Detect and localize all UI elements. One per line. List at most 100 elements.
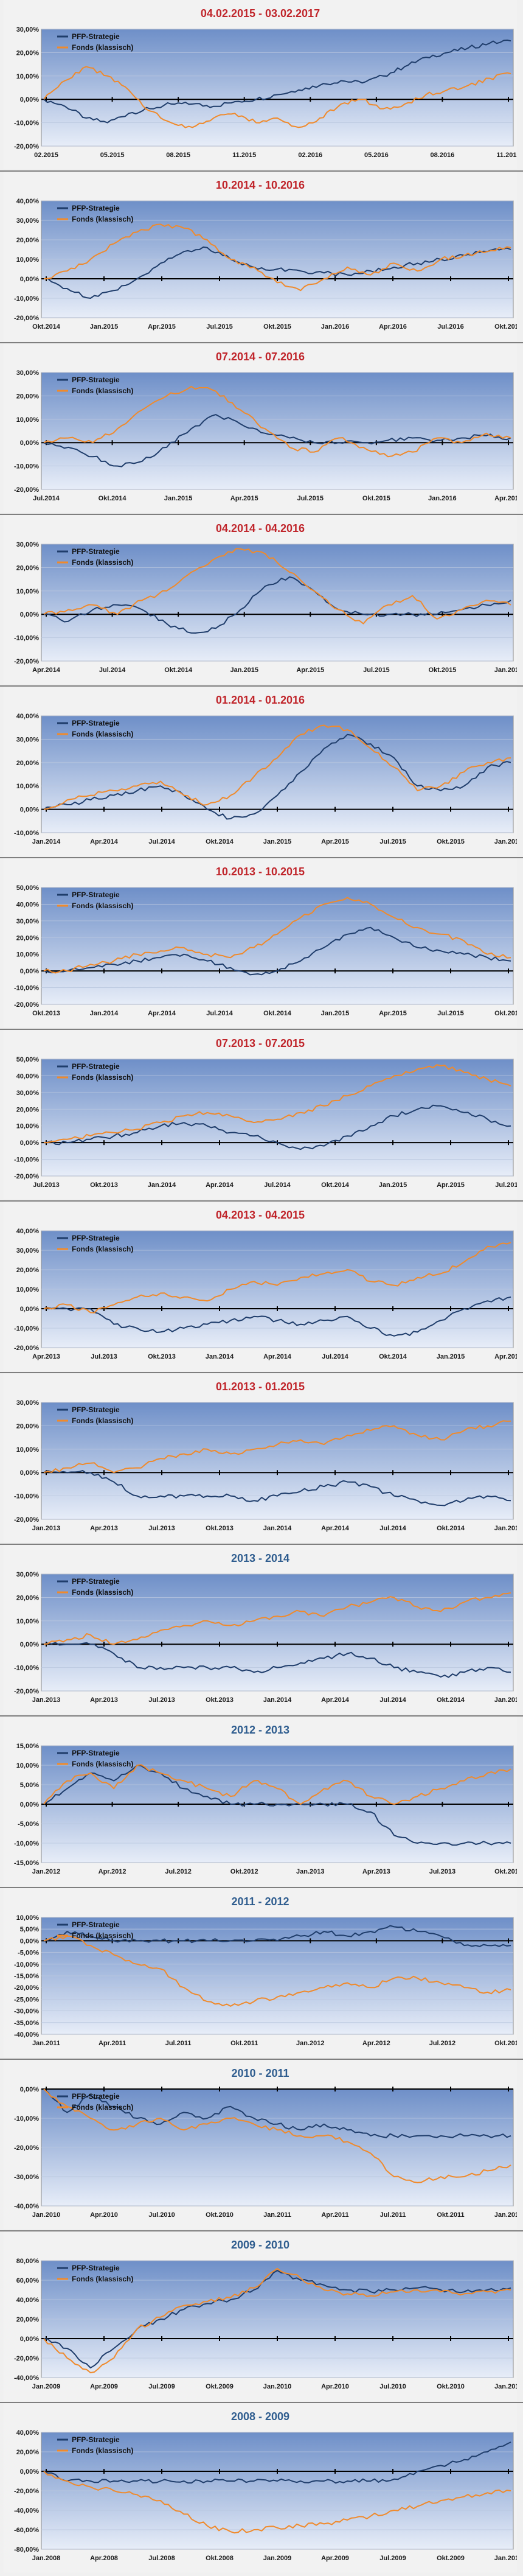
x-tick-label: Apr.2014 [321,1525,350,1532]
y-tick-label: -20,00% [14,1984,39,1992]
x-tick-label: Jul.2015 [206,323,232,331]
x-tick-label: Jan.2014 [148,1181,176,1189]
y-tick-label: 30,00% [16,1399,40,1407]
legend-label: PFP-Strategie [72,204,120,212]
y-tick-label: 20,00% [16,1423,40,1430]
legend: PFP-Strategie Fonds (klassisch) [57,891,133,910]
series-line-pfp-strategie [43,414,511,467]
panel-separator [0,1200,523,1202]
series-line-fonds-klassisch [44,1064,511,1144]
x-tick-label: Jul.2015 [363,667,389,674]
x-tick-label: Apr.2014 [32,667,61,674]
x-tick-label: Okt.2014 [99,495,127,502]
x-tick-label: Jan.2014 [263,1696,292,1704]
plot-area [41,887,514,1005]
y-tick-label: -20,00% [14,1001,39,1009]
chart-panel-5: 01.2014 - 01.2016 40,00% 30,00% 20,00% 10,00… [4,687,517,856]
y-tick-label: 30,00% [16,369,40,377]
chart-title: 07.2013 - 07.2015 [215,1037,305,1049]
x-tick-label: Jul.2012 [429,2040,455,2047]
x-tick-label: Okt.2014 [321,1181,350,1189]
x-tick-label: Apr.2013 [90,1696,118,1704]
y-tick-label: 10,00% [16,1286,40,1293]
y-tick-label: 10,00% [16,256,40,264]
y-tick-label: 0,00% [20,968,39,975]
chart-panel-12: 2011 - 2012 10,00% 5,00% 0,00% -5,00% -10,00%… [4,1888,517,2057]
y-tick-label: -30,00% [14,2174,39,2181]
series-line-fonds-klassisch [43,2088,511,2183]
y-tick-label: 20,00% [16,2316,40,2323]
x-tick-label: Jan.2016 [321,323,349,331]
y-tick-label: 10,00% [16,1762,40,1769]
y-tick-label: 30,00% [16,918,40,925]
x-tick-label: Jul.2013 [429,1868,455,1875]
y-tick-label: 30,00% [16,736,40,743]
plot-area [41,372,514,490]
y-tick-label: -10,00% [14,1840,39,1847]
legend-label: Fonds (klassisch) [72,901,133,910]
y-tick-label: -10,00% [14,1665,39,1672]
y-tick-label: 40,00% [16,2297,40,2304]
y-tick-label: -20,00% [14,2355,39,2362]
legend: PFP-Strategie Fonds (klassisch) [57,1234,133,1253]
legend: PFP-Strategie Fonds (klassisch) [57,1749,133,1768]
x-tick-label: Jan.2014 [32,838,61,845]
y-tick-label: -10,00% [14,463,39,471]
legend-label: PFP-Strategie [72,1062,120,1071]
y-tick-label: 50,00% [16,884,40,892]
x-tick-label: 11.2015 [232,152,256,159]
chart-panel-6: 10.2013 - 10.2015 50,00% 40,00% 30,00% 20,00… [4,858,517,1027]
x-tick-label: Jul.2008 [148,2555,175,2562]
legend-label: Fonds (klassisch) [72,558,133,567]
x-tick-label: Jul.2015 [495,1181,517,1189]
y-tick-label: 80,00% [16,2258,40,2265]
y-tick-label: 40,00% [16,1228,40,1235]
chart-svg: 40,00% 30,00% 20,00% 10,00% 0,00% -10,00% -20,… [14,1228,517,1360]
panel-separator [0,342,523,343]
legend-label: PFP-Strategie [72,1920,120,1929]
x-tick-label: Okt.2015 [362,495,390,502]
y-tick-label: 0,00% [20,276,39,283]
y-tick-label: -10,00% [14,120,39,127]
x-tick-label: Okt.2016 [494,323,517,331]
x-tick-label: Okt.2014 [263,1010,292,1017]
chart-panel-15: 2008 - 2009 40,00% 20,00% 0,00% -20,00% -40,0… [4,2403,517,2572]
x-tick-label: Okt.2010 [206,2211,234,2219]
x-tick-label: Jan.2011 [494,2383,517,2390]
x-tick-label: Okt.2014 [437,1696,465,1704]
x-tick-label: Okt.2013 [206,1696,234,1704]
plot-area [41,544,514,662]
legend-label: Fonds (klassisch) [72,1588,133,1597]
y-tick-label: 20,00% [16,1267,40,1274]
x-tick-label: Okt.2013 [494,1868,517,1875]
y-tick-label: 20,00% [16,934,40,942]
x-tick-label: Apr.2015 [437,1181,465,1189]
chart-panel-3: 07.2014 - 07.2016 30,00% 20,00% 10,00% 0,00%… [4,343,517,513]
chart-svg: 10,00% 5,00% 0,00% -5,00% -10,00% -15,00% -20,… [14,1914,517,2047]
x-tick-label: Jan.2010 [263,2383,291,2390]
legend-label: PFP-Strategie [72,2435,120,2444]
x-tick-label: Apr.2016 [379,323,407,331]
series-line-fonds-klassisch [43,1420,511,1474]
y-tick-label: 30,00% [16,217,40,225]
x-tick-label: Jul.2016 [437,323,463,331]
x-tick-label: Okt.2008 [206,2555,234,2562]
legend: PFP-Strategie Fonds (klassisch) [57,547,133,567]
plot-area [41,29,514,147]
series-line-fonds-klassisch [43,1935,511,2007]
y-tick-label: -10,00% [14,1157,39,1164]
y-tick-label: -20,00% [14,2488,39,2495]
y-tick-label: 30,00% [16,1571,40,1578]
y-tick-label: 30,00% [16,26,40,33]
x-tick-label: Apr.2009 [321,2555,349,2562]
panel-separator [0,857,523,858]
x-tick-label: 02.2015 [34,152,58,159]
x-tick-label: Apr.2012 [99,1868,126,1875]
chart-title: 04.2013 - 04.2015 [215,1209,305,1221]
x-tick-label: Okt.2015 [263,323,291,331]
y-tick-label: 15,00% [16,1743,40,1750]
panel-separator [0,685,523,687]
legend: PFP-Strategie Fonds (klassisch) [57,204,133,223]
x-tick-label: Okt.2014 [32,323,61,331]
y-tick-label: -40,00% [14,2507,39,2515]
